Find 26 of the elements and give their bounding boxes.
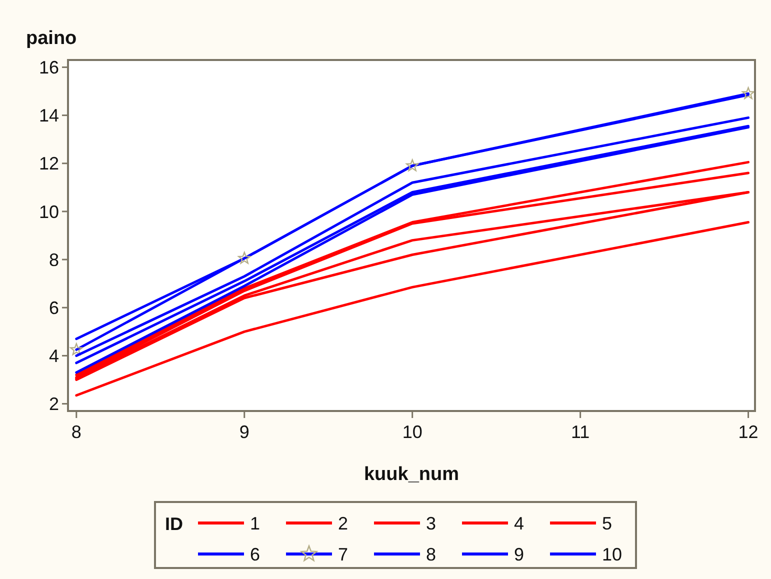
y-tick-label: 10 [38, 202, 59, 222]
legend-label: 10 [602, 544, 622, 564]
legend-title: ID [165, 514, 183, 534]
legend-label: 2 [338, 513, 348, 534]
legend-label: 1 [250, 513, 260, 534]
legend-label: 8 [426, 544, 436, 564]
legend-label: 7 [338, 544, 348, 564]
x-axis-title: kuuk_num [364, 464, 460, 485]
y-tick-label: 4 [48, 346, 59, 366]
legend-label: 9 [514, 544, 524, 564]
y-tick-label: 16 [38, 58, 59, 78]
legend-label: 6 [250, 544, 260, 564]
y-tick-label: 2 [48, 394, 59, 414]
legend-label: 3 [426, 513, 436, 534]
y-axis-title: paino [26, 28, 77, 49]
x-tick-label: 12 [738, 422, 758, 442]
y-tick-label: 6 [48, 298, 59, 318]
x-tick-label: 9 [239, 422, 250, 442]
legend-label: 4 [514, 513, 524, 534]
x-tick-label: 11 [570, 422, 590, 442]
y-tick-label: 12 [38, 154, 59, 174]
y-tick-label: 8 [48, 250, 59, 270]
legend-label: 5 [602, 513, 612, 534]
x-tick-label: 8 [71, 422, 82, 442]
x-tick-label: 10 [402, 422, 422, 442]
y-tick-label: 14 [38, 106, 59, 126]
